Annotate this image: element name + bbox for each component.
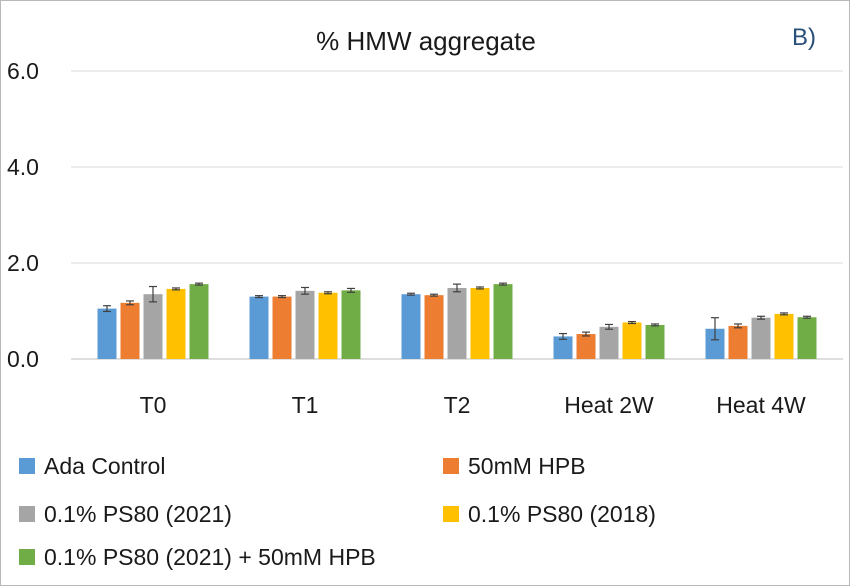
bar [553, 336, 573, 359]
bar [797, 317, 817, 359]
bar [143, 294, 163, 359]
legend-label: 0.1% PS80 (2018) [468, 501, 656, 527]
bar [318, 292, 338, 359]
y-tick-labels: 0.0 2.0 4.0 6.0 [7, 58, 39, 372]
bar [751, 317, 771, 359]
legend-swatch [443, 506, 459, 522]
bar [189, 284, 209, 359]
bar [249, 296, 269, 359]
bar [576, 334, 596, 359]
bar [599, 326, 619, 359]
bar [424, 295, 444, 359]
bar [401, 294, 421, 359]
bar [341, 290, 361, 359]
error-bars [103, 282, 811, 341]
legend-swatch [19, 506, 35, 522]
bar [705, 328, 725, 359]
legend-swatch [443, 458, 459, 474]
bar [774, 313, 794, 359]
x-tick-label: T0 [140, 392, 167, 418]
y-tick-label: 6.0 [7, 58, 39, 84]
x-tick-labels: T0 T1 T2 Heat 2W Heat 4W [140, 392, 806, 418]
legend-swatch [19, 549, 35, 565]
x-tick-label: T1 [292, 392, 319, 418]
bar [470, 287, 490, 359]
legend-label: 0.1% PS80 (2021) [44, 501, 232, 527]
bar [97, 308, 117, 359]
bar [645, 324, 665, 359]
bar [120, 302, 140, 359]
legend-label: Ada Control [44, 453, 165, 479]
bar [622, 322, 642, 359]
bar [447, 287, 467, 359]
legend-label: 0.1% PS80 (2021) + 50mM HPB [44, 544, 376, 570]
legend-swatch [19, 458, 35, 474]
bar [728, 325, 748, 359]
bar [295, 290, 315, 359]
bar [272, 296, 292, 359]
x-tick-label: Heat 2W [564, 392, 654, 418]
chart-title: % HMW aggregate [316, 26, 536, 56]
panel-label: B) [792, 24, 816, 51]
y-tick-label: 2.0 [7, 250, 39, 276]
x-tick-label: T2 [444, 392, 471, 418]
bar [493, 284, 513, 359]
x-tick-label: Heat 4W [716, 392, 806, 418]
bar [166, 288, 186, 359]
y-tick-label: 4.0 [7, 154, 39, 180]
legend-label: 50mM HPB [468, 453, 586, 479]
bars [97, 284, 817, 359]
legend: Ada Control 50mM HPB 0.1% PS80 (2021) 0.1% … [19, 453, 656, 570]
y-tick-label: 0.0 [7, 346, 39, 372]
